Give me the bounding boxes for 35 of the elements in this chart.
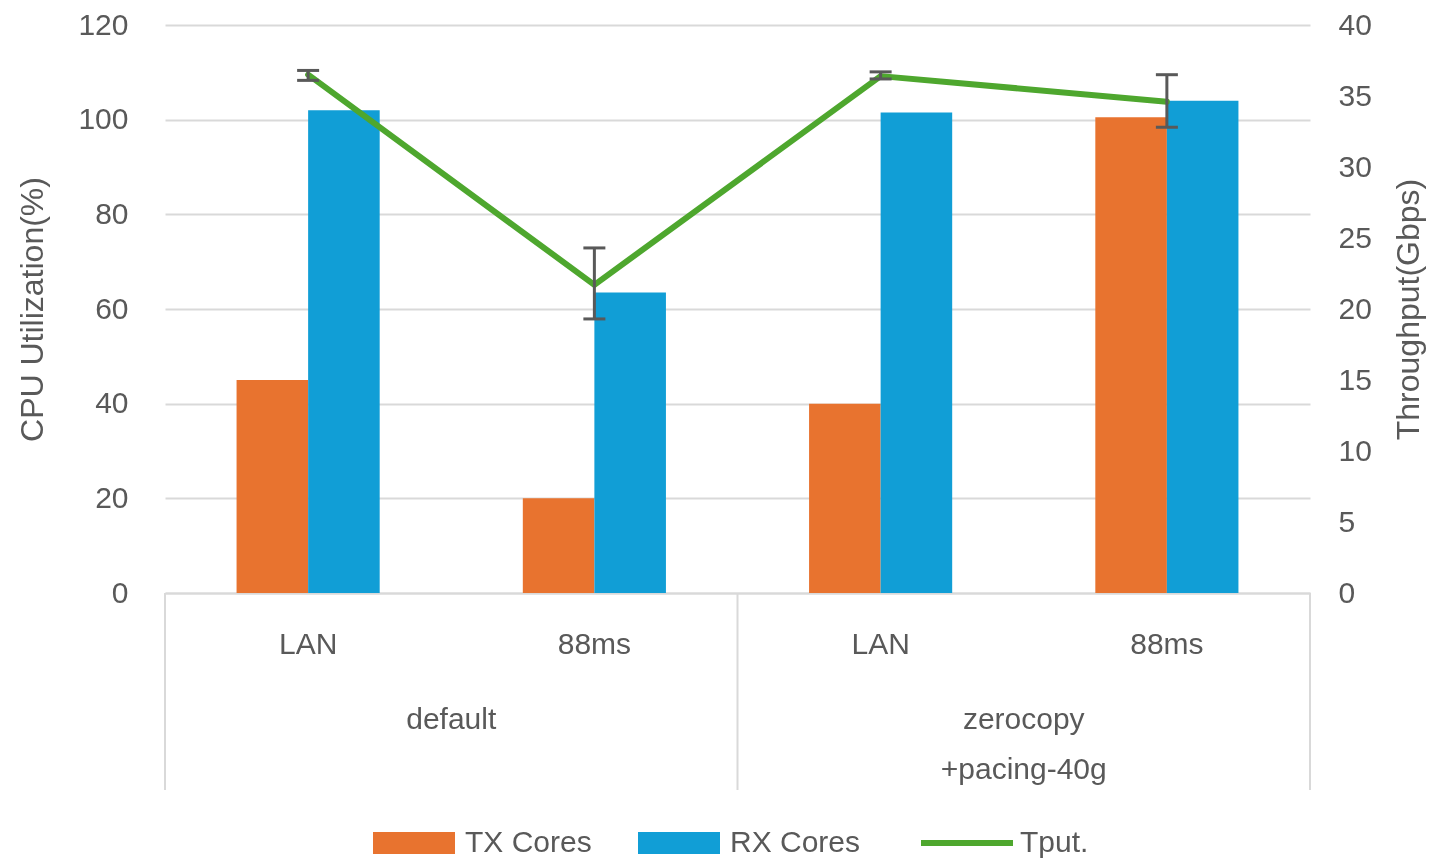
legend-label: TX Cores — [465, 825, 592, 858]
x-tick-label: LAN — [278, 626, 338, 660]
y-tick-label: 60 — [95, 291, 129, 325]
y-tick-label: 100 — [78, 102, 129, 136]
bar — [1095, 117, 1167, 593]
y2-tick-label: 0 — [1338, 575, 1356, 609]
bar — [809, 403, 881, 593]
y2-tick-label: 25 — [1338, 220, 1372, 254]
y-tick-label: 80 — [95, 196, 129, 230]
x-tick-label: LAN — [851, 626, 910, 660]
y-axis-title: CPU Utilization(%) — [14, 177, 51, 442]
x-tick-label: 88ms — [1130, 626, 1204, 660]
y2-tick-label: 5 — [1338, 504, 1356, 538]
legend-label: Tput. — [1020, 825, 1089, 858]
bar — [522, 498, 595, 593]
y2-tick-label: 20 — [1338, 291, 1372, 325]
bar — [594, 292, 666, 593]
bar — [1166, 100, 1239, 593]
text: zerocopy +pacing-40g — [940, 702, 1107, 785]
y-tick-label: 20 — [95, 480, 129, 514]
bar — [880, 112, 953, 593]
y-tick-label: 40 — [95, 386, 129, 420]
y2-tick-label: 30 — [1338, 149, 1372, 183]
y-tick-label: 120 — [78, 7, 129, 41]
y-tick-label: 0 — [111, 575, 129, 609]
text: default — [406, 702, 497, 735]
y2-tick-label: 35 — [1338, 78, 1372, 112]
legend-label: RX Cores — [730, 825, 861, 858]
bar — [308, 110, 380, 593]
bar — [236, 380, 309, 593]
y2-tick-label: 15 — [1338, 362, 1372, 396]
y2-tick-label: 10 — [1338, 433, 1372, 467]
y2-tick-label: 40 — [1338, 7, 1372, 41]
x-tick-label: 88ms — [557, 626, 632, 660]
y2-axis-title: Throughput(Gbps) — [1389, 178, 1426, 441]
